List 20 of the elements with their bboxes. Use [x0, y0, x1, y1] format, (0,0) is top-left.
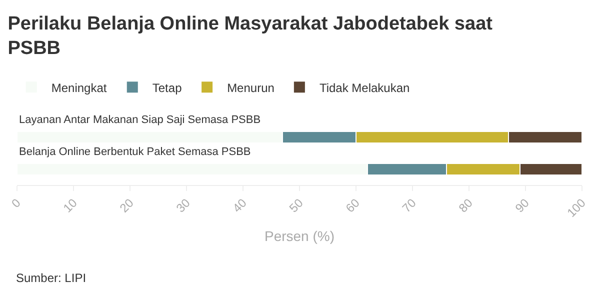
x-tick-label: 70: [400, 196, 420, 216]
x-tick-label: 0: [8, 196, 24, 210]
x-tick-label: 40: [230, 196, 250, 216]
y-tick-label: Belanja Online Berbentuk Paket Semasa PSBB: [19, 146, 251, 158]
legend-label: Tidak Melakukan: [319, 80, 410, 95]
x-tick-label: 60: [343, 196, 363, 216]
x-tick-label: 90: [512, 196, 532, 216]
x-tick-label: 20: [117, 196, 137, 216]
legend-label: Meningkat: [51, 80, 108, 95]
legend-label: Menurun: [227, 80, 274, 95]
x-tick-label: 10: [60, 196, 80, 216]
x-tick-label: 30: [174, 196, 194, 216]
text: Sumber: LIPI: [16, 271, 86, 285]
legend-label: Tetap: [152, 80, 182, 95]
chart-title: Perilaku Belanja Online Masyarakat Jabodetabek saat PSBB: [8, 13, 494, 59]
x-tick-label: 100: [564, 196, 589, 220]
y-tick-label: Layanan Antar Makanan Siap Saji Semasa PSBB: [19, 114, 261, 126]
x-tick-label: 80: [456, 196, 476, 216]
x-tick-label: 50: [286, 196, 306, 216]
x-axis-title: Persen (%): [264, 228, 335, 244]
